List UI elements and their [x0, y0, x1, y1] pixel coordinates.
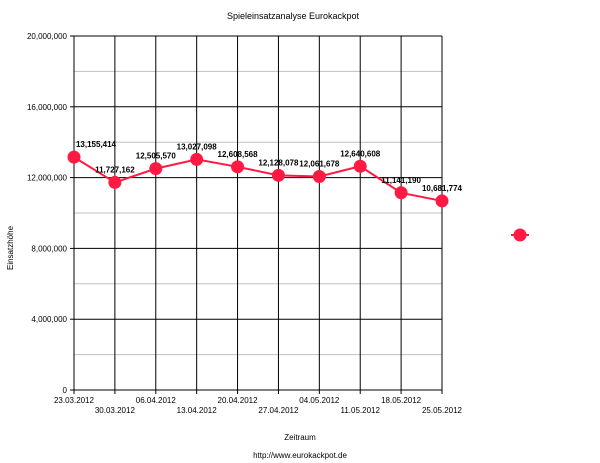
y-tick-label: 4,000,000	[31, 315, 67, 324]
data-point	[231, 160, 245, 174]
data-point	[108, 175, 122, 189]
x-tick-label: 18.05.2012	[381, 396, 422, 405]
data-point	[394, 186, 408, 200]
data-label: 12,128,078	[258, 158, 299, 167]
y-tick-label: 8,000,000	[31, 244, 67, 253]
data-label: 12,061,678	[299, 160, 340, 169]
data-point	[353, 159, 367, 173]
y-axis-ticks: 0 4,000,000 8,000,000 12,000,000 16,000,000 2…	[27, 32, 74, 395]
data-label: 10,681,774	[422, 184, 463, 193]
legend-marker-group	[511, 228, 529, 242]
legend-marker	[513, 228, 527, 242]
series-line	[73, 156, 443, 202]
data-point	[149, 162, 163, 176]
data-point	[67, 150, 81, 164]
data-label: 11,727,162	[95, 165, 135, 174]
y-tick-label: 12,000,000	[27, 174, 68, 183]
x-tick-label: 25.05.2012	[422, 406, 463, 415]
chart-title: Spieleinsatzanalyse Eurokackpot	[227, 11, 360, 21]
x-tick-label: 23.03.2012	[54, 396, 95, 405]
y-tick-label: 20,000,000	[27, 32, 68, 41]
chart-axes	[70, 36, 442, 394]
y-tick-label: 0	[63, 386, 68, 395]
data-labels: 13,155,414 11,727,16212,505,57013,027,098…	[76, 140, 463, 193]
x-tick-label: 13.04.2012	[177, 406, 218, 415]
data-label: 13,027,098	[177, 142, 218, 151]
x-tick-label: 27.04.2012	[258, 406, 299, 415]
data-point	[312, 170, 326, 184]
y-axis-label: Einsatzhöhe	[6, 225, 15, 270]
data-label: 12,608,568	[218, 150, 259, 159]
data-point	[435, 194, 449, 208]
x-axis-ticks: 23.03.201230.03.201206.04.201213.04.2012…	[54, 390, 463, 415]
y-tick-label: 16,000,000	[27, 103, 68, 112]
data-label: 12,640,608	[340, 149, 381, 158]
data-label: 12,505,570	[136, 152, 177, 161]
x-tick-label: 06.04.2012	[136, 396, 177, 405]
x-axis-label: Zeitraum	[284, 433, 316, 442]
x-tick-label: 20.04.2012	[218, 396, 259, 405]
x-tick-label: 30.03.2012	[95, 406, 136, 415]
data-label: 11,141,190	[381, 176, 421, 185]
series-line-group	[67, 150, 449, 208]
data-point	[271, 168, 285, 182]
data-point	[190, 152, 204, 166]
x-tick-label: 11.05.2012	[340, 406, 380, 415]
chart-grid	[74, 35, 443, 390]
x-tick-label: 04.05.2012	[299, 396, 340, 405]
footer-url: http://www.eurokackpot.de	[253, 451, 347, 460]
data-label: 13,155,414	[76, 140, 117, 149]
